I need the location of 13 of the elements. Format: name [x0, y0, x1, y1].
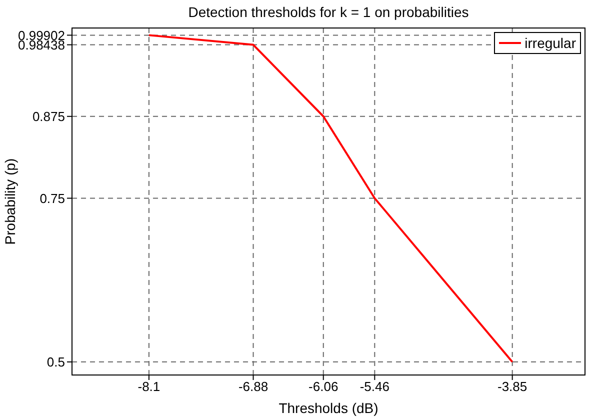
line-series	[148, 34, 514, 363]
x-axis-title: Thresholds (dB)	[278, 400, 378, 416]
x-tick-label: -6.88	[238, 379, 268, 394]
x-tick-label: -8.1	[138, 379, 160, 394]
y-axis-title: Probability (p)	[2, 158, 18, 245]
legend-label: irregular	[524, 34, 576, 53]
x-tick-label: -6.06	[308, 379, 338, 394]
y-tick-label: 0.5	[46, 354, 65, 370]
chart-title: Detection thresholds for k = 1 on probabilities	[187, 4, 470, 20]
y-tick-label: 0.875	[32, 109, 65, 124]
x-tick-label: -3.85	[498, 379, 528, 394]
x-tick-label: -5.46	[360, 379, 390, 394]
y-tick-label: 0.75	[40, 190, 65, 206]
